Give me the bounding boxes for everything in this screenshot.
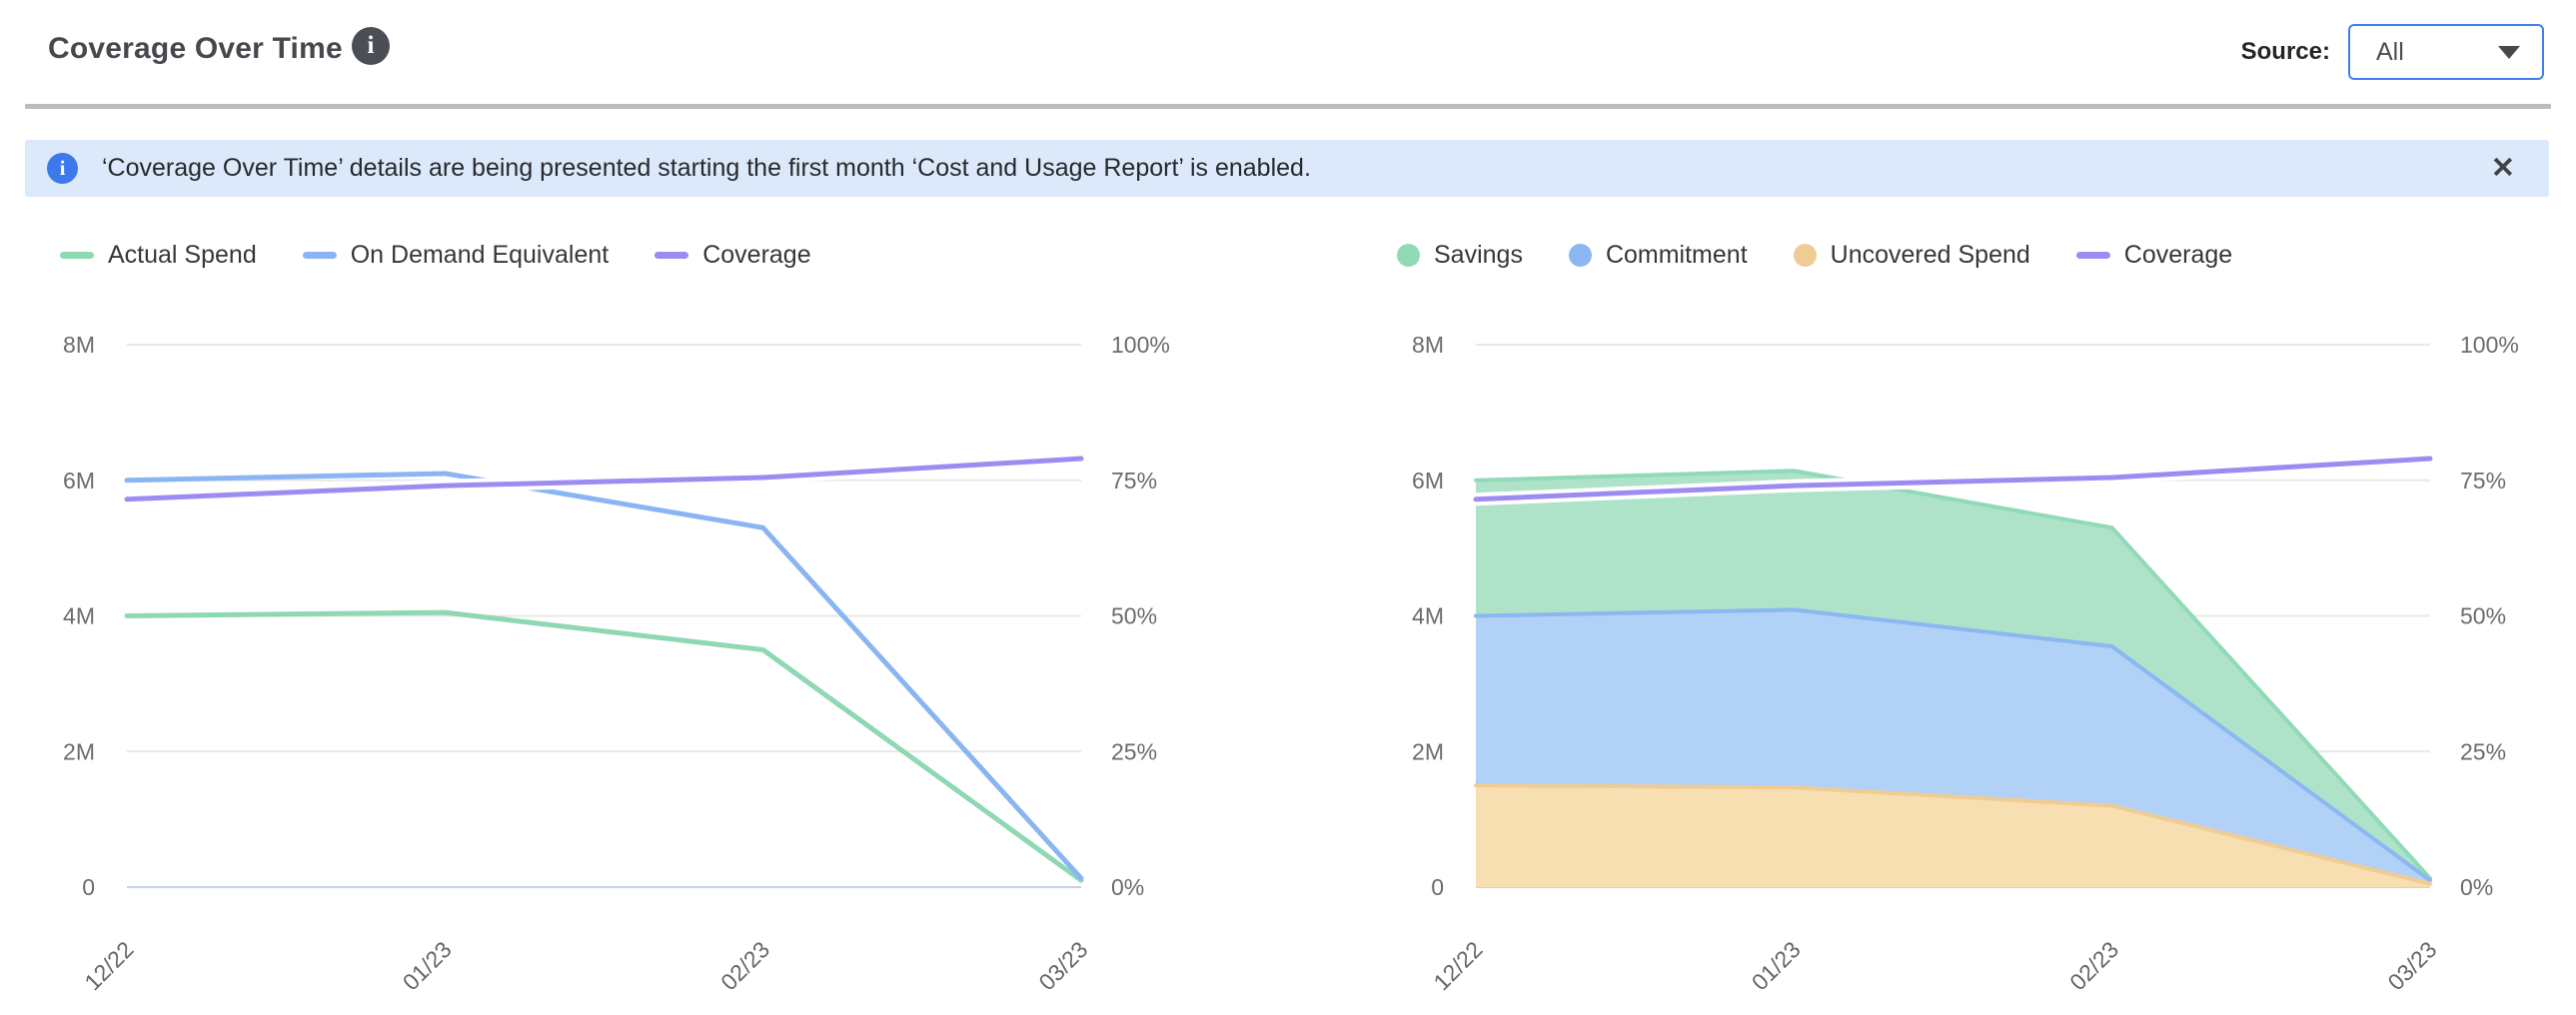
legend-label: Coverage [2123, 240, 2233, 269]
source-dropdown[interactable]: All [2348, 24, 2544, 80]
header-divider [25, 104, 2551, 109]
coverage-legend-marker [2075, 251, 2110, 259]
y-axis-left-tick-label: 4M [63, 603, 95, 629]
legend-label: On Demand Equivalent [350, 240, 610, 269]
on-demand-equivalent-legend-marker [302, 251, 337, 259]
y-axis-right-tick-label: 0% [2460, 874, 2493, 900]
legend-item-coverage[interactable]: Coverage [654, 240, 811, 270]
info-icon[interactable]: i [352, 27, 390, 65]
legend-label: Commitment [1605, 240, 1748, 269]
y-axis-left-tick-label: 6M [1412, 468, 1444, 494]
chevron-down-icon [2498, 45, 2520, 59]
y-axis-right-tick-label: 50% [1111, 603, 1157, 629]
coverage-line [124, 456, 1084, 503]
commitment-area-border [1474, 607, 2432, 883]
uncovered-spend-area [1476, 785, 2430, 887]
x-axis-tick-label: 02/23 [715, 936, 774, 995]
savings-commitment-area-chart: 0 0% 2M 25% 4M 50% 6M 75% 8M 100% 12/22 01/23 02/23 0… [1412, 332, 2519, 995]
source-dropdown-value: All [2376, 37, 2404, 66]
y-axis-left-tick-label: 8M [1412, 332, 1444, 358]
y-axis-left-tick-label: 2M [1412, 738, 1444, 764]
y-axis-right-tick-label: 100% [1111, 332, 1170, 358]
legend-item-actual-spend[interactable]: Actual Spend [60, 241, 257, 270]
legend-label: Actual Spend [108, 240, 257, 269]
legend-item-uncovered-spend[interactable]: Uncovered Spend [1793, 240, 2030, 270]
legend-item-commitment[interactable]: Commitment [1568, 240, 1748, 270]
line-chart-legend: Actual Spend On Demand Equivalent Coverage [60, 235, 811, 275]
legend-item-coverage[interactable]: Coverage [2075, 240, 2233, 270]
x-axis-tick-label: 02/23 [2064, 936, 2123, 995]
source-label: Source: [2240, 38, 2330, 65]
on-demand-equivalent-line [124, 471, 1084, 881]
info-icon: i [47, 153, 78, 184]
y-axis-right-tick-label: 25% [2460, 738, 2506, 764]
x-axis-tick-label: 12/22 [1428, 936, 1487, 995]
legend-label: Uncovered Spend [1830, 240, 2030, 269]
legend-label: Savings [1434, 240, 1523, 269]
savings-area-border [1474, 469, 2432, 881]
x-axis-tick-label: 03/23 [1033, 936, 1092, 995]
savings-legend-marker [1397, 243, 1420, 267]
actual-spend-line [124, 609, 1084, 883]
legend-item-savings[interactable]: Savings [1397, 241, 1523, 270]
y-axis-left-tick-label: 0 [82, 874, 95, 900]
y-axis-right-tick-label: 75% [2460, 468, 2506, 494]
y-axis-right-tick-label: 100% [2460, 332, 2519, 358]
actual-spend-legend-marker [60, 251, 94, 259]
commitment-legend-marker [1568, 243, 1592, 267]
x-axis-tick-label: 03/23 [2382, 936, 2441, 995]
close-icon[interactable]: ✕ [2490, 152, 2515, 184]
coverage-line [1473, 456, 2433, 503]
legend-label: Coverage [702, 240, 811, 269]
spend-coverage-line-chart: 0 0% 2M 25% 4M 50% 6M 75% 8M 100% 12/22 01/23 02/23 0… [30, 320, 1239, 1015]
y-axis-right-tick-label: 75% [1111, 468, 1157, 494]
x-axis-tick-label: 12/22 [79, 936, 138, 995]
area-chart-legend: Savings Commitment Uncovered Spend Coverage [1397, 235, 2232, 275]
page-title: Coverage Over Time [48, 32, 343, 65]
y-axis-left-tick-label: 4M [1412, 603, 1444, 629]
y-axis-right-tick-label: 50% [2460, 603, 2506, 629]
info-banner: i ‘Coverage Over Time’ details are being… [25, 140, 2549, 197]
x-axis-tick-label: 01/23 [1747, 936, 1806, 995]
legend-item-on-demand-equivalent[interactable]: On Demand Equivalent [302, 240, 610, 270]
uncovered-spend-area-border [1474, 783, 2432, 886]
coverage-legend-marker [654, 251, 689, 259]
y-axis-right-tick-label: 0% [1111, 874, 1144, 900]
y-axis-left-tick-label: 2M [63, 738, 95, 764]
y-axis-left-tick-label: 0 [1431, 874, 1444, 900]
source-control: Source: All [2241, 0, 2544, 104]
y-axis-left-tick-label: 8M [63, 332, 95, 358]
spend-coverage-line-chart: 0 0% 2M 25% 4M 50% 6M 75% 8M 100% 12/22 01/23 02/23 0… [63, 332, 1170, 995]
info-banner-text: ‘Coverage Over Time’ details are being p… [102, 154, 1311, 182]
y-axis-right-tick-label: 25% [1111, 738, 1157, 764]
x-axis-tick-label: 01/23 [398, 936, 457, 995]
y-axis-left-tick-label: 6M [63, 468, 95, 494]
savings-commitment-area-chart: 0 0% 2M 25% 4M 50% 6M 75% 8M 100% 12/22 01/23 02/23 0… [1379, 320, 2576, 1015]
uncovered-spend-legend-marker [1793, 243, 1817, 267]
